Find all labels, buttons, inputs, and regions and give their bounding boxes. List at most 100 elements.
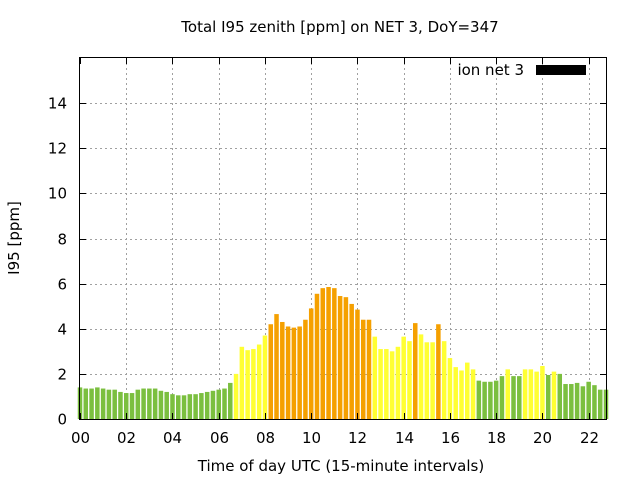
bar-2 <box>89 388 94 419</box>
bar-70 <box>482 381 487 419</box>
bar-71 <box>488 381 493 419</box>
x-tick-label: 08 <box>256 429 275 447</box>
bar-75 <box>511 376 516 419</box>
x-tick-label: 16 <box>441 429 460 447</box>
bar-40 <box>308 308 314 419</box>
bar-31 <box>256 344 262 419</box>
bar-47 <box>349 303 354 419</box>
bar-14 <box>158 390 164 419</box>
x-tick-label: 00 <box>71 429 90 447</box>
bar-84 <box>563 384 568 419</box>
bar-18 <box>181 395 187 419</box>
bar-9 <box>129 393 135 419</box>
chart-title: Total I95 zenith [ppm] on NET 3, DoY=347 <box>180 18 498 36</box>
bar-62 <box>436 324 441 419</box>
bar-8 <box>123 393 129 419</box>
y-tick-label: 4 <box>57 321 67 339</box>
bar-5 <box>106 389 112 419</box>
bar-22 <box>204 391 210 419</box>
bar-10 <box>135 389 141 419</box>
y-tick-label: 12 <box>48 140 67 158</box>
bar-88 <box>586 381 591 419</box>
bar-30 <box>251 349 256 419</box>
x-axis-label: Time of day UTC (15-minute intervals) <box>197 457 484 475</box>
bar-35 <box>280 321 285 419</box>
bar-11 <box>141 388 146 419</box>
bar-85 <box>569 384 574 419</box>
bar-52 <box>378 349 383 419</box>
bar-78 <box>528 369 534 419</box>
bar-0 <box>77 387 83 419</box>
bar-17 <box>176 395 181 419</box>
bar-42 <box>320 288 326 419</box>
bar-57 <box>407 341 412 419</box>
bar-13 <box>152 388 158 419</box>
bar-41 <box>314 293 320 419</box>
bar-25 <box>222 388 227 419</box>
bar-53 <box>384 349 389 419</box>
bar-63 <box>441 341 447 419</box>
y-tick-label: 6 <box>57 276 67 294</box>
plot-frame <box>79 57 607 420</box>
bar-72 <box>493 380 499 419</box>
y-axis-label: I95 [ppm] <box>5 201 23 275</box>
bar-77 <box>522 369 528 419</box>
bar-80 <box>540 365 545 419</box>
bar-1 <box>83 388 89 419</box>
bar-32 <box>262 335 268 419</box>
bar-86 <box>574 382 580 419</box>
bar-15 <box>164 391 169 419</box>
y-tick-label: 14 <box>48 95 67 113</box>
bar-46 <box>343 297 349 419</box>
bar-61 <box>430 342 435 419</box>
y-tick-labels: 0 2 4 6 8 10 12 14 <box>48 95 67 429</box>
x-tick-label: 22 <box>580 429 599 447</box>
bar-73 <box>499 376 505 419</box>
bar-33 <box>268 324 273 419</box>
bar-44 <box>332 288 337 419</box>
y-tick-label: 2 <box>57 366 67 384</box>
bar-21 <box>199 393 204 419</box>
bar-29 <box>245 350 250 419</box>
bar-83 <box>557 373 563 420</box>
x-tick-label: 04 <box>163 429 182 447</box>
bar-7 <box>118 391 123 419</box>
x-tick-label: 02 <box>117 429 136 447</box>
bar-49 <box>360 319 366 419</box>
bar-28 <box>239 346 245 419</box>
y-tick-label: 8 <box>57 231 67 249</box>
bar-82 <box>551 371 557 419</box>
bar-67 <box>465 362 470 419</box>
bar-27 <box>233 373 239 420</box>
bar-45 <box>337 296 343 419</box>
bar-56 <box>401 336 406 419</box>
bar-59 <box>418 334 424 419</box>
bar-65 <box>453 367 458 419</box>
bar-64 <box>447 358 453 419</box>
bar-43 <box>326 287 331 419</box>
bar-6 <box>112 389 117 419</box>
bar-87 <box>580 386 586 419</box>
axis-ticks <box>80 58 606 420</box>
bar-66 <box>459 370 464 419</box>
bar-81 <box>545 375 551 419</box>
bar-3 <box>95 387 100 419</box>
bar-54 <box>389 351 395 419</box>
grid-lines <box>80 58 606 419</box>
bar-89 <box>592 385 597 419</box>
bar-58 <box>413 323 418 419</box>
x-tick-label: 06 <box>210 429 229 447</box>
y-tick-label: 10 <box>48 185 67 203</box>
bar-24 <box>216 389 221 419</box>
bar-79 <box>534 371 539 419</box>
bar-38 <box>297 326 302 419</box>
bar-50 <box>366 319 372 419</box>
bar-68 <box>470 369 476 419</box>
legend-label: ion net 3 <box>457 61 524 79</box>
bar-series <box>77 287 609 420</box>
bar-55 <box>395 346 401 419</box>
bar-26 <box>228 382 233 419</box>
bar-34 <box>274 314 279 419</box>
bar-48 <box>355 309 360 419</box>
